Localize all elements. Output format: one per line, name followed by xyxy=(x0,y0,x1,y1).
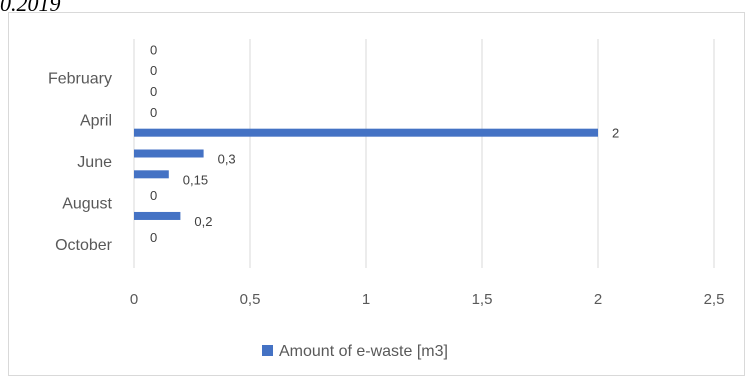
y-tick-label: June xyxy=(77,154,112,171)
data-label: 0,15 xyxy=(183,172,208,187)
y-tick-label: February xyxy=(48,71,112,88)
bar xyxy=(134,149,204,158)
data-label: 0,3 xyxy=(218,152,236,167)
x-tick-label: 1 xyxy=(362,291,370,308)
bars xyxy=(134,128,598,220)
x-tick-label: 0,5 xyxy=(240,291,261,308)
data-labels: 0 0 0 0 2 0,3 0,15 0 0,2 0 xyxy=(150,42,619,244)
bar xyxy=(134,170,169,179)
legend: Amount of e-waste [m3] xyxy=(262,343,448,360)
data-label: 2 xyxy=(612,126,619,141)
x-tick-label: 2,5 xyxy=(704,291,725,308)
y-axis-category-labels: February April June August October xyxy=(48,71,113,255)
bar xyxy=(134,211,181,220)
bar xyxy=(134,128,598,137)
y-tick-label: April xyxy=(80,112,112,129)
data-label: 0,2 xyxy=(194,214,212,229)
x-tick-label: 2 xyxy=(594,291,602,308)
data-label: 0 xyxy=(150,63,157,78)
data-label: 0 xyxy=(150,42,157,57)
y-tick-label: October xyxy=(55,237,113,254)
legend-label: Amount of e-waste [m3] xyxy=(279,343,448,360)
data-label: 0 xyxy=(150,105,157,120)
chart-area xyxy=(8,12,745,376)
legend-swatch xyxy=(262,345,273,356)
y-tick-label: August xyxy=(62,196,112,213)
x-axis-tick-labels: 0 0,5 1 1,5 2 2,5 xyxy=(130,291,725,308)
data-label: 0 xyxy=(150,230,157,245)
data-label: 0 xyxy=(150,84,157,99)
x-tick-label: 1,5 xyxy=(472,291,493,308)
x-tick-label: 0 xyxy=(130,291,138,308)
data-label: 0 xyxy=(150,188,157,203)
